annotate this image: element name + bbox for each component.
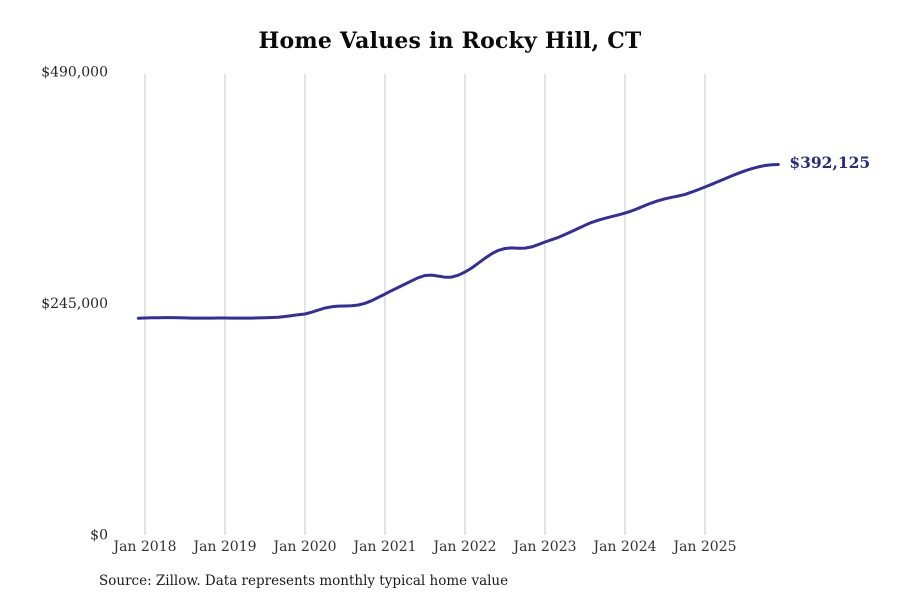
latest-value-label: $392,125	[789, 153, 870, 172]
source-note: Source: Zillow. Data represents monthly …	[99, 573, 509, 589]
x-tick-label: Jan 2021	[351, 539, 416, 555]
chart-title: Home Values in Rocky Hill, CT	[258, 28, 642, 54]
home-value-line	[136, 163, 780, 320]
y-tick-label: $490,000	[41, 65, 108, 81]
y-tick-label: $245,000	[41, 296, 108, 312]
x-tick-label: Jan 2024	[591, 539, 656, 555]
x-tick-label: Jan 2025	[671, 539, 736, 555]
x-tick-label: Jan 2022	[431, 539, 496, 555]
x-tick-label: Jan 2020	[271, 539, 336, 555]
y-tick-label: $0	[90, 528, 108, 544]
x-tick-label: Jan 2018	[111, 539, 176, 555]
x-tick-label: Jan 2019	[191, 539, 256, 555]
x-tick-label: Jan 2023	[511, 539, 576, 555]
